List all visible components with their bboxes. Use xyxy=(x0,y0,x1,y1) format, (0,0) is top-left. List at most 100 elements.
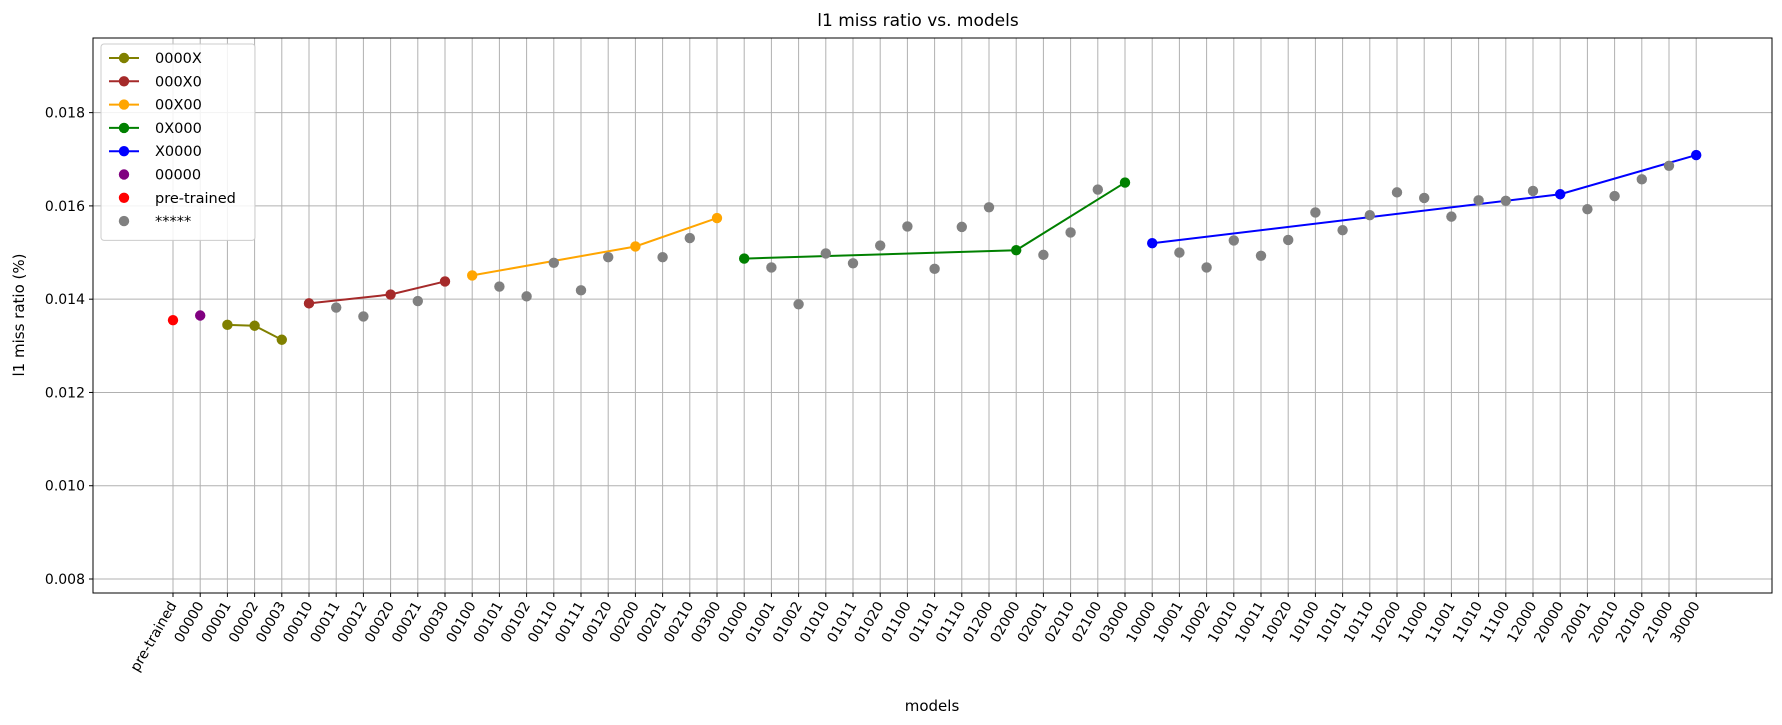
data-point xyxy=(711,212,723,224)
series-***** xyxy=(331,160,1675,322)
data-point xyxy=(521,291,532,302)
legend-marker xyxy=(118,146,130,157)
data-point xyxy=(1691,149,1702,161)
data-point xyxy=(1065,227,1076,238)
y-tick-label: 0.012 xyxy=(45,385,85,401)
x-axis-label: models xyxy=(905,697,960,715)
data-point xyxy=(331,302,342,313)
data-point xyxy=(1582,203,1593,215)
legend-label: 00X00 xyxy=(155,98,202,114)
series-00X00 xyxy=(467,212,723,281)
data-point xyxy=(630,241,641,252)
data-point xyxy=(766,262,777,273)
legend-label: 0X000 xyxy=(155,121,202,137)
data-point xyxy=(1446,211,1457,222)
y-tick-label: 0.008 xyxy=(45,572,85,588)
series-layer xyxy=(167,149,1702,345)
plot-frame xyxy=(92,37,1773,594)
legend-item: 00X00 xyxy=(109,98,202,114)
legend-label: X0000 xyxy=(155,144,202,160)
data-point xyxy=(739,253,750,264)
data-point xyxy=(1391,187,1403,198)
data-point xyxy=(195,310,206,321)
data-point xyxy=(1473,195,1484,206)
legend-item: 0000X xyxy=(109,51,202,67)
y-tick-label: 0.014 xyxy=(45,292,85,308)
data-point xyxy=(956,221,967,233)
y-axis: 0.008 0.010 0.012 0.014 0.016 0.018 xyxy=(45,106,93,588)
data-point xyxy=(603,252,614,263)
data-point xyxy=(467,270,478,281)
data-point xyxy=(303,298,315,309)
data-point xyxy=(847,258,859,269)
data-point xyxy=(575,285,587,296)
data-point xyxy=(385,289,396,300)
data-point xyxy=(276,334,287,345)
series-0000X xyxy=(222,319,287,345)
data-point xyxy=(1609,190,1620,202)
legend-item: pre-trained xyxy=(118,191,236,207)
data-point xyxy=(1636,174,1648,185)
data-point xyxy=(1337,224,1348,236)
y-tick-label: 0.018 xyxy=(45,106,85,122)
data-point xyxy=(1147,238,1158,249)
data-point xyxy=(983,202,995,213)
legend: 0000X 000X0 00X00 0X000 X0000 00000 pre-traine… xyxy=(100,43,256,241)
legend-marker xyxy=(118,52,130,64)
legend-item: 00000 xyxy=(118,168,201,184)
data-point xyxy=(1364,210,1376,221)
data-point xyxy=(249,320,260,331)
legend-label: 0000X xyxy=(155,51,202,67)
data-point xyxy=(439,276,451,287)
legend-marker xyxy=(118,192,130,203)
data-point xyxy=(820,248,831,259)
legend-item: 000X0 xyxy=(109,74,202,90)
legend-label: 000X0 xyxy=(155,74,202,90)
legend-marker xyxy=(118,169,130,180)
data-point xyxy=(1283,234,1294,246)
series-000X0 xyxy=(303,276,451,309)
data-point xyxy=(1255,250,1267,262)
data-point xyxy=(358,311,369,322)
series-pre-trained xyxy=(167,314,179,326)
data-point xyxy=(1201,262,1212,273)
data-point xyxy=(548,257,559,268)
x-axis: pre-trained00000000010000200003000100001… xyxy=(128,593,1704,675)
series-00000 xyxy=(195,310,206,321)
data-point xyxy=(1092,184,1104,195)
data-point xyxy=(1663,160,1675,171)
data-point xyxy=(1011,245,1022,256)
data-point xyxy=(902,221,913,232)
y-tick-label: 0.016 xyxy=(45,199,85,215)
series-X0000 xyxy=(1147,149,1702,249)
legend-label: 00000 xyxy=(155,168,201,184)
legend-label: pre-trained xyxy=(155,191,236,207)
data-point xyxy=(1419,192,1430,204)
data-point xyxy=(1119,177,1131,188)
legend-item: 0X000 xyxy=(109,121,202,137)
data-point xyxy=(684,232,695,244)
y-tick-label: 0.010 xyxy=(45,479,85,495)
legend-marker xyxy=(118,99,130,110)
data-point xyxy=(1038,249,1049,261)
data-point xyxy=(793,299,804,310)
data-point xyxy=(1310,207,1321,218)
chart-title: l1 miss ratio vs. models xyxy=(817,11,1019,31)
legend-marker xyxy=(118,122,130,134)
data-point xyxy=(167,314,179,326)
legend-box xyxy=(100,43,256,241)
data-point xyxy=(657,252,668,263)
legend-marker xyxy=(118,76,130,87)
data-point xyxy=(1500,195,1512,206)
legend-item: ***** xyxy=(118,214,191,230)
data-point xyxy=(494,281,505,292)
data-point xyxy=(1228,235,1240,246)
data-point xyxy=(929,263,940,275)
data-point xyxy=(222,319,233,331)
legend-item: X0000 xyxy=(109,144,202,160)
y-axis-label: l1 miss ratio (%) xyxy=(10,254,28,377)
data-point xyxy=(875,240,886,251)
data-point xyxy=(1174,247,1185,258)
